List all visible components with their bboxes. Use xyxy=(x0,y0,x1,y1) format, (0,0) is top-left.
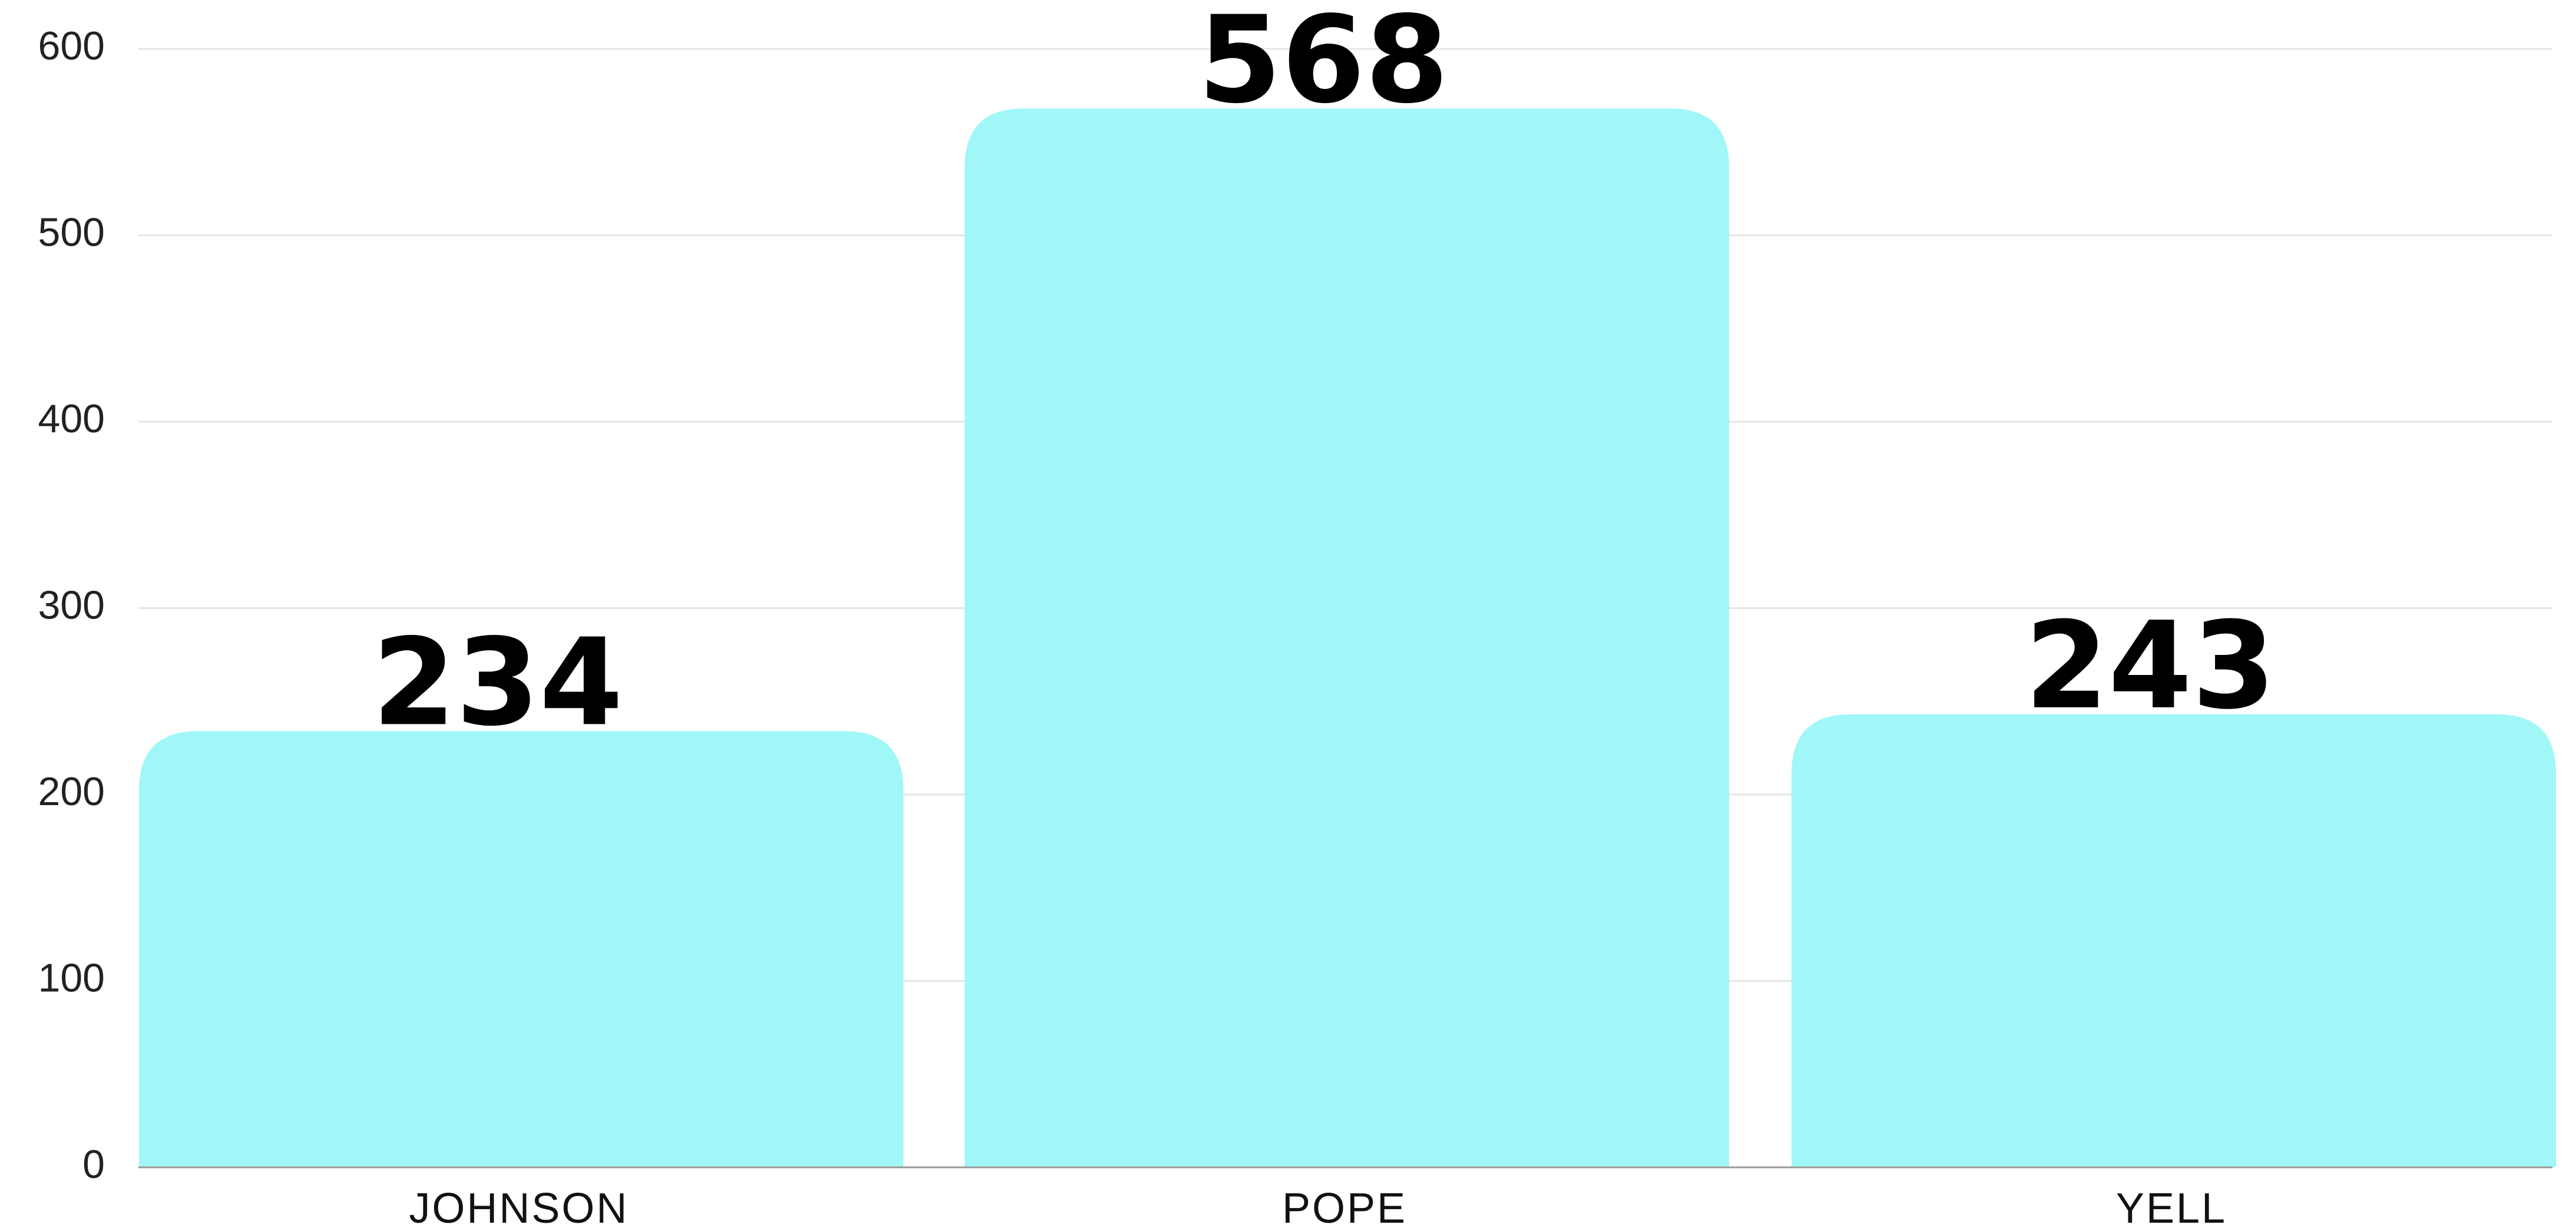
x-category-label: POPE xyxy=(1282,1185,1407,1228)
bar-pope xyxy=(965,108,1729,1167)
bars xyxy=(139,108,2556,1167)
data-labels: 234 568 243 xyxy=(372,0,2276,753)
data-label: 234 xyxy=(372,613,623,753)
x-axis-categories: JOHNSON POPE YELL xyxy=(409,1185,2227,1228)
bar-yell xyxy=(1792,714,2556,1167)
y-tick-label: 500 xyxy=(38,210,105,254)
y-axis-ticks: 0 100 200 300 400 500 600 xyxy=(38,24,105,1187)
y-tick-label: 200 xyxy=(38,769,105,814)
bar-johnson xyxy=(139,731,903,1167)
data-label: 568 xyxy=(1198,0,1449,130)
x-category-label: JOHNSON xyxy=(409,1185,628,1228)
y-tick-label: 0 xyxy=(82,1142,105,1187)
y-tick-label: 400 xyxy=(38,396,105,441)
y-tick-label: 100 xyxy=(38,955,105,1000)
y-tick-label: 600 xyxy=(38,24,105,68)
x-category-label: YELL xyxy=(2116,1185,2227,1228)
y-tick-label: 300 xyxy=(38,582,105,627)
data-label: 243 xyxy=(2025,597,2276,736)
